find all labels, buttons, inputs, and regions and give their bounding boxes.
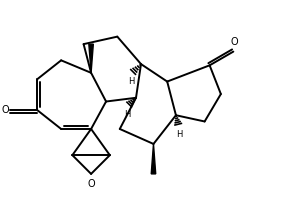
Text: H: H: [128, 77, 134, 86]
Polygon shape: [151, 144, 156, 174]
Text: H: H: [177, 130, 183, 139]
Polygon shape: [89, 44, 93, 73]
Text: O: O: [1, 105, 9, 115]
Text: H: H: [124, 110, 131, 119]
Text: O: O: [231, 37, 238, 47]
Text: O: O: [87, 179, 95, 189]
